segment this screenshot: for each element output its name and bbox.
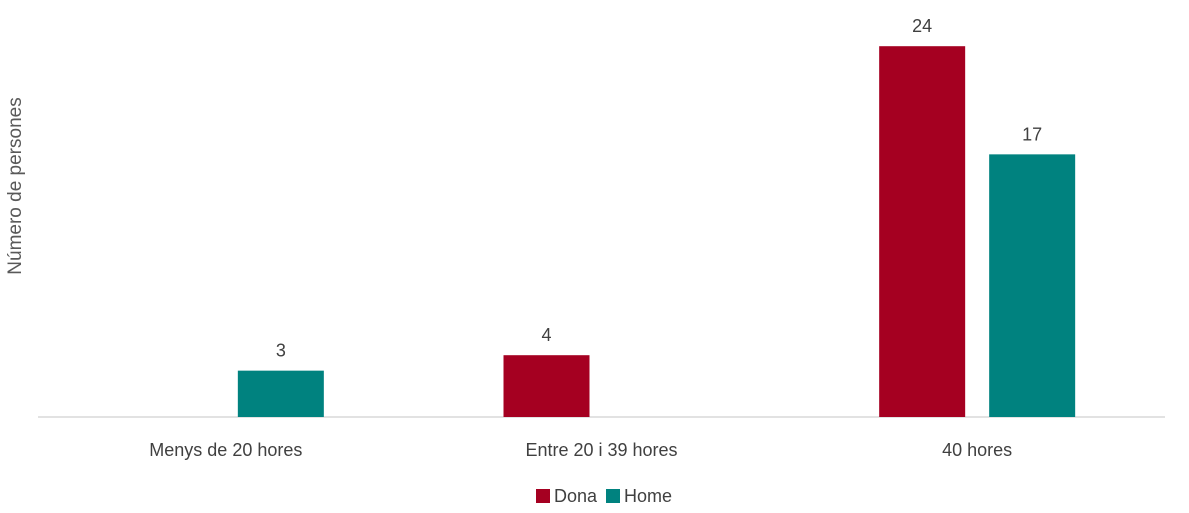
bars-group: 3 4 24 17 [237,16,1076,417]
y-axis-label: Número de persones [5,97,26,274]
data-label-dona-2: 24 [912,16,932,36]
legend-label-dona: Dona [554,486,598,506]
legend: Dona Home [536,486,672,506]
category-ticks-group: Menys de 20 hores Entre 20 i 39 hores 40 h… [149,440,1012,460]
data-label-home-0: 3 [276,341,286,361]
bar-dona-1 [503,355,590,417]
bar-home-0 [237,370,324,417]
data-label-dona-1: 4 [541,325,551,345]
x-tick-label-1: Entre 20 i 39 hores [525,440,677,460]
x-tick-label-2: 40 hores [942,440,1012,460]
legend-label-home: Home [624,486,672,506]
legend-swatch-dona [536,489,550,503]
legend-swatch-home [606,489,620,503]
data-label-home-2: 17 [1022,124,1042,144]
bar-dona-2 [879,46,966,417]
bar-home-2 [989,154,1076,417]
x-tick-label-0: Menys de 20 hores [149,440,302,460]
